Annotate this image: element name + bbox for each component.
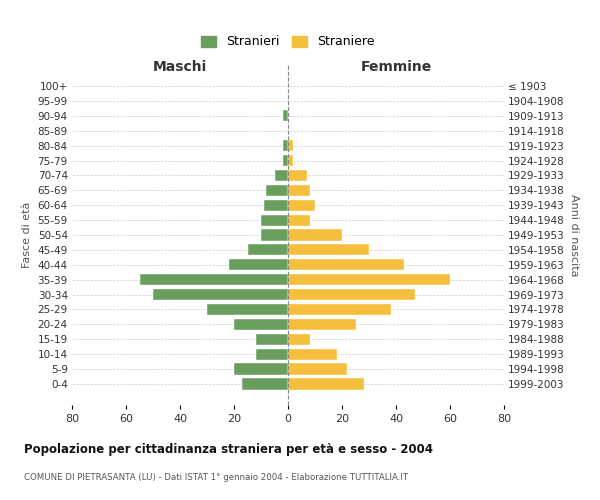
Bar <box>288 334 310 345</box>
Bar <box>207 304 288 315</box>
Legend: Stranieri, Straniere: Stranieri, Straniere <box>196 30 380 54</box>
Bar <box>288 155 293 166</box>
Bar <box>288 170 307 181</box>
Bar <box>288 319 355 330</box>
Text: Maschi: Maschi <box>153 60 207 74</box>
Bar <box>288 348 337 360</box>
Bar <box>248 244 288 256</box>
Bar <box>256 348 288 360</box>
Bar <box>283 155 288 166</box>
Bar <box>288 259 404 270</box>
Bar <box>288 289 415 300</box>
Bar <box>288 184 310 196</box>
Text: COMUNE DI PIETRASANTA (LU) - Dati ISTAT 1° gennaio 2004 - Elaborazione TUTTITALI: COMUNE DI PIETRASANTA (LU) - Dati ISTAT … <box>24 472 408 482</box>
Text: Femmine: Femmine <box>361 60 431 74</box>
Y-axis label: Anni di nascita: Anni di nascita <box>569 194 579 276</box>
Bar <box>266 184 288 196</box>
Bar <box>288 304 391 315</box>
Bar <box>234 364 288 374</box>
Bar <box>261 230 288 240</box>
Bar <box>288 200 315 211</box>
Bar <box>288 140 293 151</box>
Bar <box>288 364 347 374</box>
Text: Popolazione per cittadinanza straniera per età e sesso - 2004: Popolazione per cittadinanza straniera p… <box>24 442 433 456</box>
Bar <box>256 334 288 345</box>
Bar <box>242 378 288 390</box>
Bar <box>234 319 288 330</box>
Bar <box>229 259 288 270</box>
Bar <box>261 214 288 226</box>
Bar <box>288 274 450 285</box>
Bar <box>139 274 288 285</box>
Bar <box>283 110 288 122</box>
Bar <box>288 378 364 390</box>
Bar <box>288 214 310 226</box>
Bar <box>283 140 288 151</box>
Bar <box>288 244 369 256</box>
Y-axis label: Fasce di età: Fasce di età <box>22 202 32 268</box>
Bar <box>288 230 342 240</box>
Bar <box>264 200 288 211</box>
Bar <box>275 170 288 181</box>
Bar <box>153 289 288 300</box>
